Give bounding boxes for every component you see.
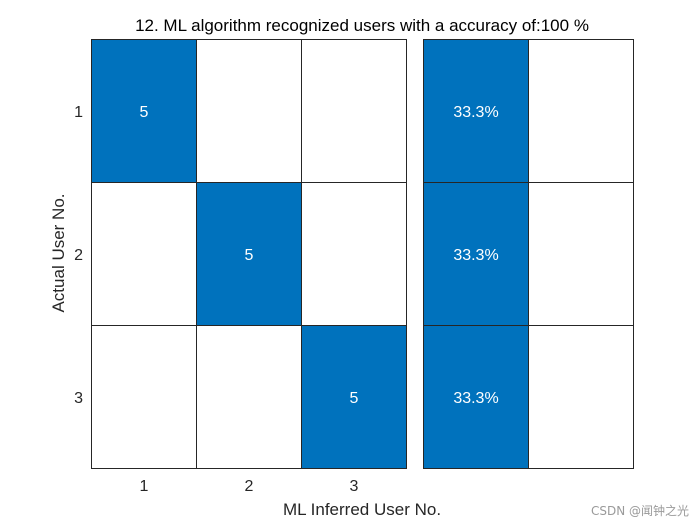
summary-cell-3-2: [528, 325, 634, 469]
summary-cell-2-1: [423, 182, 529, 326]
row-summary-panel: 33.3% 33.3% 33.3%: [423, 39, 634, 469]
summary-cell-1-2: [528, 39, 634, 183]
watermark: CSDN @闻钟之光: [591, 503, 689, 518]
matrix-cell-3-2: [196, 325, 302, 469]
y-tick-label-2: 2: [74, 247, 83, 264]
x-axis-label: ML Inferred User No.: [283, 500, 441, 519]
matrix-cell-value-2-2: 5: [245, 247, 254, 264]
matrix-cell-3-3: [301, 325, 407, 469]
chart-title: 12. ML algorithm recognized users with a…: [135, 16, 589, 35]
y-tick-label-1: 1: [74, 104, 83, 121]
y-tick-label-3: 3: [74, 390, 83, 407]
summary-value-1: 33.3%: [453, 104, 498, 121]
confusion-matrix: 5 5 5: [91, 39, 407, 469]
x-tick-label-1: 1: [140, 478, 149, 495]
matrix-cell-3-1: [91, 325, 197, 469]
matrix-cell-2-1: [91, 182, 197, 326]
summary-cell-1-1: [423, 39, 529, 183]
axis-ticks: 1 2 3 1 2 3: [74, 104, 358, 495]
matrix-cell-1-1: [91, 39, 197, 183]
matrix-cell-1-3: [301, 39, 407, 183]
summary-cell-2-2: [528, 182, 634, 326]
matrix-cell-2-2: [196, 182, 302, 326]
matrix-cell-1-2: [196, 39, 302, 183]
matrix-cell-value-3-3: 5: [350, 390, 359, 407]
x-tick-label-2: 2: [245, 478, 254, 495]
summary-cell-3-1: [423, 325, 529, 469]
summary-value-3: 33.3%: [453, 390, 498, 407]
y-axis-label: Actual User No.: [49, 193, 68, 312]
x-tick-label-3: 3: [350, 478, 359, 495]
summary-value-2: 33.3%: [453, 247, 498, 264]
matrix-cell-2-3: [301, 182, 407, 326]
matrix-cell-value-1-1: 5: [140, 104, 149, 121]
